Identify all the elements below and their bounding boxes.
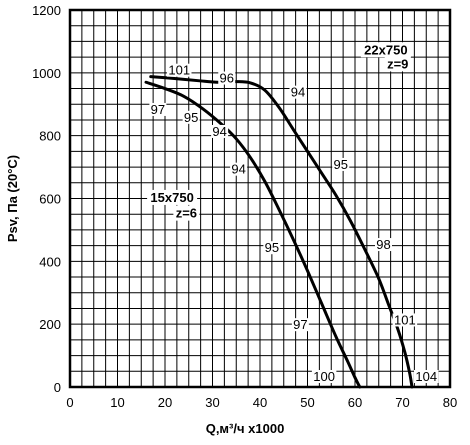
series-line-1 — [144, 80, 362, 389]
point-label-bg — [414, 370, 439, 384]
point-label-bg — [182, 110, 200, 124]
curve-annotation: z=9 — [387, 56, 408, 71]
annotation-bg — [384, 56, 411, 72]
y-tick-label: 1200 — [32, 3, 61, 18]
point-label: 94 — [231, 162, 245, 177]
point-label: 94 — [212, 124, 226, 139]
point-labels: 101 96 94 95 98 101 104 97 95 94 94 95 97 100 — [149, 63, 439, 384]
point-label: 97 — [293, 317, 307, 332]
point-label: 101 — [394, 312, 416, 327]
point-label: 104 — [415, 369, 437, 384]
y-tick-label: 0 — [54, 380, 61, 395]
point-label-bg — [332, 157, 350, 171]
point-label-bg — [311, 370, 337, 384]
curve-annotation: 22x750 — [364, 42, 407, 57]
point-label: 97 — [151, 102, 165, 117]
curve-annotation: z=6 — [176, 206, 197, 221]
point-label-bg — [211, 124, 229, 138]
x-tick-label: 80 — [443, 395, 457, 410]
point-label-bg — [167, 63, 192, 77]
point-label: 94 — [291, 85, 305, 100]
annotation-bg — [173, 205, 200, 221]
x-tick-labels: 0 10 20 30 40 50 60 70 80 — [66, 395, 457, 410]
y-tick-label: 200 — [39, 317, 61, 332]
point-label-bg — [289, 85, 307, 99]
point-label: 101 — [168, 63, 190, 78]
x-tick-label: 70 — [395, 395, 409, 410]
point-label: 95 — [265, 240, 279, 255]
x-tick-label: 20 — [158, 395, 172, 410]
point-label-bg — [263, 241, 281, 255]
point-label-bg — [230, 162, 248, 176]
point-label-bg — [149, 102, 167, 116]
x-axis-label: Q,м³/ч x1000 — [206, 421, 285, 436]
point-label: 95 — [184, 110, 198, 125]
curve-annotation: 15x750 — [150, 190, 193, 205]
y-tick-label: 600 — [39, 192, 61, 207]
point-label: 96 — [220, 71, 234, 86]
point-label: 95 — [334, 157, 348, 172]
y-tick-label: 800 — [39, 129, 61, 144]
annotation-bg — [147, 189, 198, 205]
x-tick-label: 30 — [205, 395, 219, 410]
x-tick-label: 60 — [348, 395, 362, 410]
x-tick-label: 50 — [300, 395, 314, 410]
y-axis-label: Psv, Па (20°C) — [5, 155, 20, 242]
point-label-bg — [392, 313, 418, 327]
point-label-bg — [375, 238, 392, 252]
point-label: 98 — [376, 237, 390, 252]
y-tick-label: 400 — [39, 254, 61, 269]
x-tick-label: 0 — [66, 395, 73, 410]
plot-frame — [68, 8, 452, 389]
annotation-bg — [360, 42, 411, 58]
x-tick-label: 10 — [110, 395, 124, 410]
y-tick-label: 1000 — [32, 66, 61, 81]
point-label: 100 — [313, 369, 335, 384]
x-tick-label: 40 — [253, 395, 267, 410]
point-label-bg — [218, 71, 236, 85]
point-label-bg — [291, 318, 309, 332]
y-tick-labels: 0 200 400 600 800 1000 1200 — [32, 3, 61, 395]
